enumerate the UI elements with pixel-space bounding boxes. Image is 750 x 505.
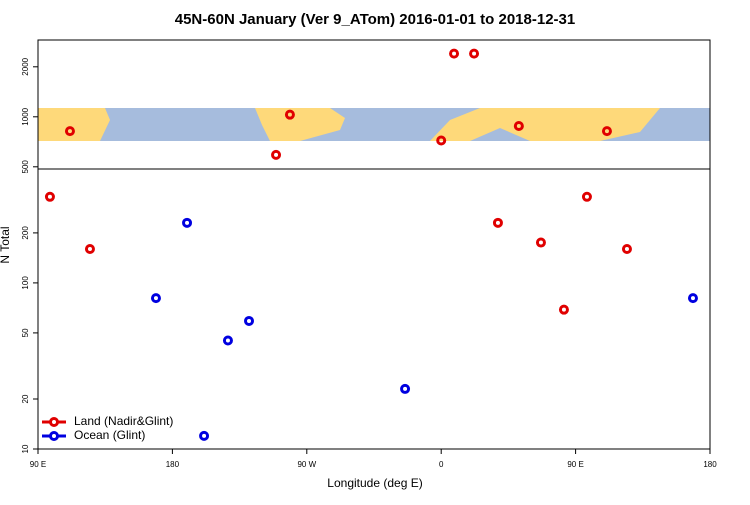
point — [621, 243, 632, 254]
y-tick-label: 20 — [21, 394, 30, 403]
point — [492, 217, 503, 228]
x-tick-label: 90 E — [30, 460, 46, 469]
y-tick-label: 100 — [21, 276, 30, 290]
point — [271, 149, 282, 160]
legend-swatch-marker — [49, 431, 59, 441]
point — [400, 383, 411, 394]
point — [182, 217, 193, 228]
legend-label: Land (Nadir&Glint) — [74, 414, 173, 428]
x-tick-label: 90 E — [567, 460, 583, 469]
x-tick-label: 180 — [166, 460, 180, 469]
y-tick-label: 500 — [21, 160, 30, 174]
point — [222, 335, 233, 346]
y-tick-label: 1000 — [21, 107, 30, 125]
point — [558, 304, 569, 315]
point — [436, 135, 447, 146]
point — [513, 121, 524, 132]
y-tick-label: 2000 — [21, 57, 30, 75]
point — [284, 109, 295, 120]
point — [244, 315, 255, 326]
point — [199, 430, 210, 441]
x-tick-label: 90 W — [297, 460, 316, 469]
point — [150, 293, 161, 304]
legend-swatch-marker — [49, 417, 59, 427]
y-tick-label: 10 — [21, 444, 30, 453]
map-land — [38, 108, 110, 141]
world-map-strip — [38, 108, 710, 141]
point — [535, 237, 546, 248]
y-axis-label: N Total — [0, 226, 12, 263]
x-tick-label: 0 — [439, 460, 444, 469]
point — [449, 48, 460, 59]
point — [84, 243, 95, 254]
point — [64, 126, 75, 137]
y-tick-label: 200 — [21, 226, 30, 240]
legend: Land (Nadir&Glint)Ocean (Glint) — [42, 414, 173, 442]
point — [469, 48, 480, 59]
point — [601, 126, 612, 137]
x-axis-label: Longitude (deg E) — [327, 476, 422, 490]
point — [44, 191, 55, 202]
plot-frame — [37, 39, 711, 450]
map-sea — [470, 128, 530, 141]
chart-title: 45N-60N January (Ver 9_ATom) 2016-01-01 … — [175, 11, 575, 28]
legend-label: Ocean (Glint) — [74, 428, 145, 442]
y-tick-label: 50 — [21, 328, 30, 337]
map-land — [255, 108, 345, 141]
point — [687, 293, 698, 304]
x-tick-label: 180 — [703, 460, 717, 469]
point — [581, 191, 592, 202]
